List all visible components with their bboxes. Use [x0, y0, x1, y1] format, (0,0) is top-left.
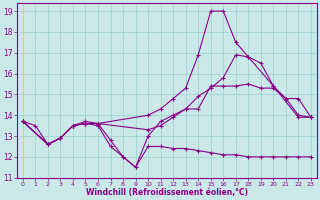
X-axis label: Windchill (Refroidissement éolien,°C): Windchill (Refroidissement éolien,°C) — [86, 188, 248, 197]
